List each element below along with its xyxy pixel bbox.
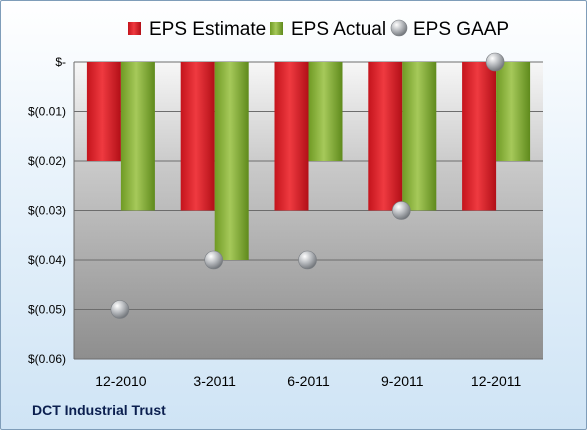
- eps-actual-bar: [496, 62, 531, 161]
- eps-estimate-bar: [274, 62, 309, 211]
- y-tick-label: $(0.01): [28, 105, 66, 119]
- eps-actual-bar: [308, 62, 343, 161]
- y-tick-label: $(0.04): [28, 253, 66, 267]
- legend-label: EPS Estimate: [149, 19, 266, 40]
- legend-swatch: [390, 19, 408, 37]
- eps-estimate-bar: [368, 62, 403, 211]
- company-name: DCT Industrial Trust: [32, 402, 166, 418]
- y-tick-label: $(0.02): [28, 154, 66, 168]
- legend-swatch: [270, 22, 283, 35]
- eps-estimate-bar: [86, 62, 121, 161]
- x-tick-label: 3-2011: [193, 373, 236, 389]
- legend-label: EPS GAAP: [413, 19, 509, 40]
- y-tick-label: $(0.06): [28, 352, 66, 366]
- legend-label: EPS Actual: [291, 19, 386, 40]
- legend-swatch: [128, 22, 141, 35]
- eps-estimate-bar: [180, 62, 215, 211]
- x-tick-label: 12-2011: [471, 373, 522, 389]
- x-tick-label: 6-2011: [287, 373, 330, 389]
- eps-gaap-marker: [110, 300, 130, 319]
- eps-actual-bar: [120, 62, 155, 211]
- x-tick-label: 9-2011: [381, 373, 424, 389]
- x-tick-label: 12-2010: [95, 373, 147, 389]
- eps-estimate-bar: [462, 62, 497, 211]
- eps-gaap-marker: [298, 250, 317, 270]
- y-tick-label: $-: [55, 55, 66, 69]
- eps-actual-bar: [402, 62, 437, 211]
- y-tick-label: $(0.05): [28, 303, 66, 317]
- y-tick-label: $(0.03): [28, 204, 66, 218]
- eps-actual-bar: [214, 62, 249, 260]
- eps-gaap-marker: [391, 201, 411, 220]
- eps-gaap-marker: [204, 250, 223, 270]
- eps-gaap-marker: [485, 52, 505, 72]
